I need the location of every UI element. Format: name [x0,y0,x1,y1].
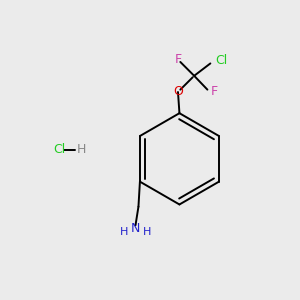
Text: Cl: Cl [53,143,65,157]
Text: F: F [210,85,218,98]
Text: H: H [142,227,151,237]
Text: O: O [173,85,183,98]
Text: Cl: Cl [215,54,227,67]
Text: F: F [174,53,182,66]
Text: N: N [131,222,140,235]
Text: H: H [120,227,128,237]
Text: H: H [77,143,86,157]
